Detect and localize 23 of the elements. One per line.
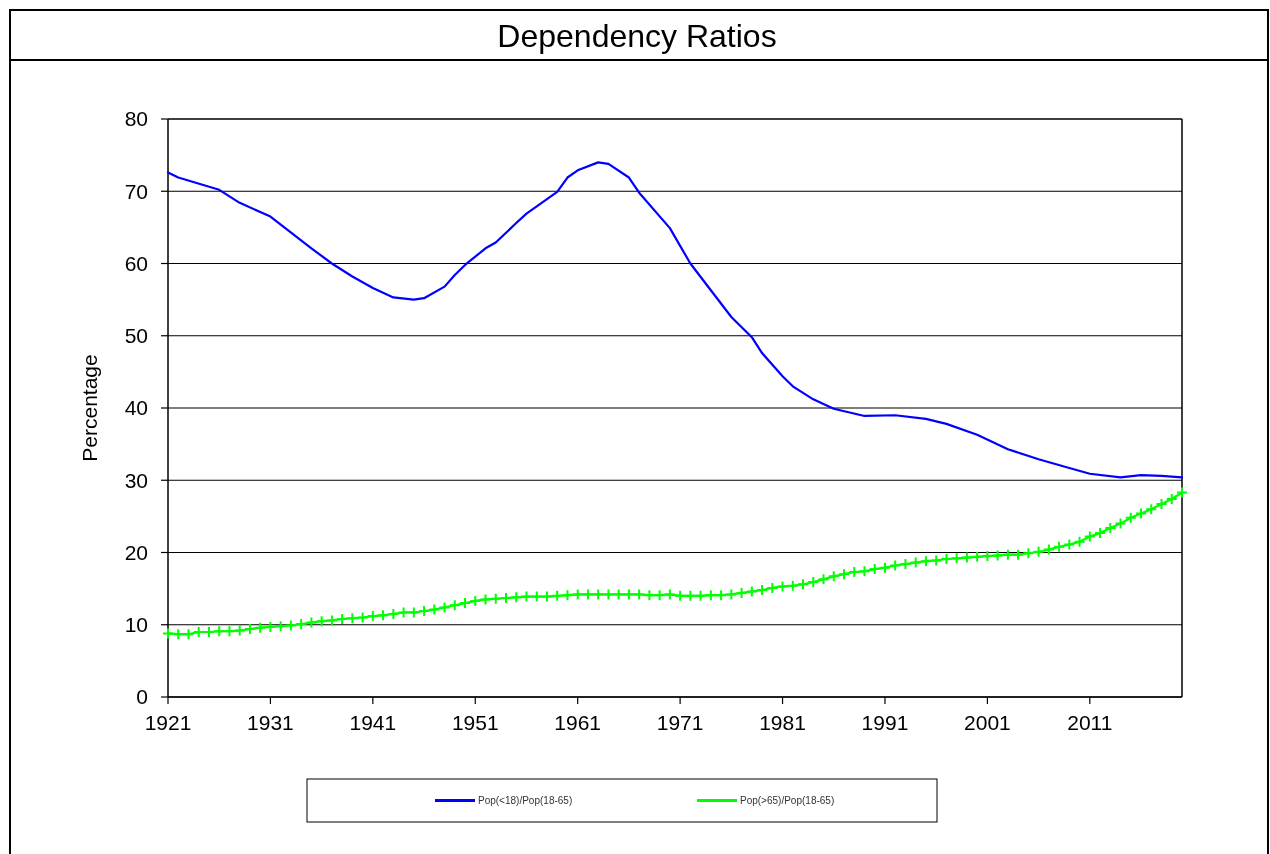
y-tick-label: 30 — [124, 468, 148, 492]
x-tick-label: 1921 — [144, 711, 192, 734]
x-tick-label: 1951 — [451, 711, 499, 734]
x-tick-label: 1961 — [554, 711, 602, 734]
y-tick-label: 80 — [124, 107, 148, 131]
x-tick-label: 1971 — [656, 711, 704, 734]
y-tick-label: 70 — [124, 179, 148, 203]
legend-label: Pop(>65)/Pop(18-65) — [740, 795, 835, 806]
y-tick-label: 40 — [124, 396, 148, 420]
y-tick-label: 60 — [124, 251, 148, 275]
x-tick-label: 1931 — [247, 711, 294, 734]
x-tick-label: 2011 — [1067, 711, 1113, 734]
y-tick-label: 50 — [124, 324, 148, 348]
x-tick-label: 2001 — [964, 711, 1011, 734]
y-tick-label: 0 — [136, 685, 148, 709]
legend-label: Pop(<18)/Pop(18-65) — [478, 795, 573, 806]
y-tick-label: 10 — [124, 613, 148, 637]
x-tick-label: 1991 — [861, 711, 909, 734]
x-tick-label: 1981 — [759, 711, 806, 734]
y-axis-title: Percentage — [78, 354, 101, 462]
y-tick-label: 20 — [124, 540, 148, 564]
x-tick-label: 1941 — [349, 711, 397, 734]
chart-title: Dependency Ratios — [497, 18, 777, 54]
